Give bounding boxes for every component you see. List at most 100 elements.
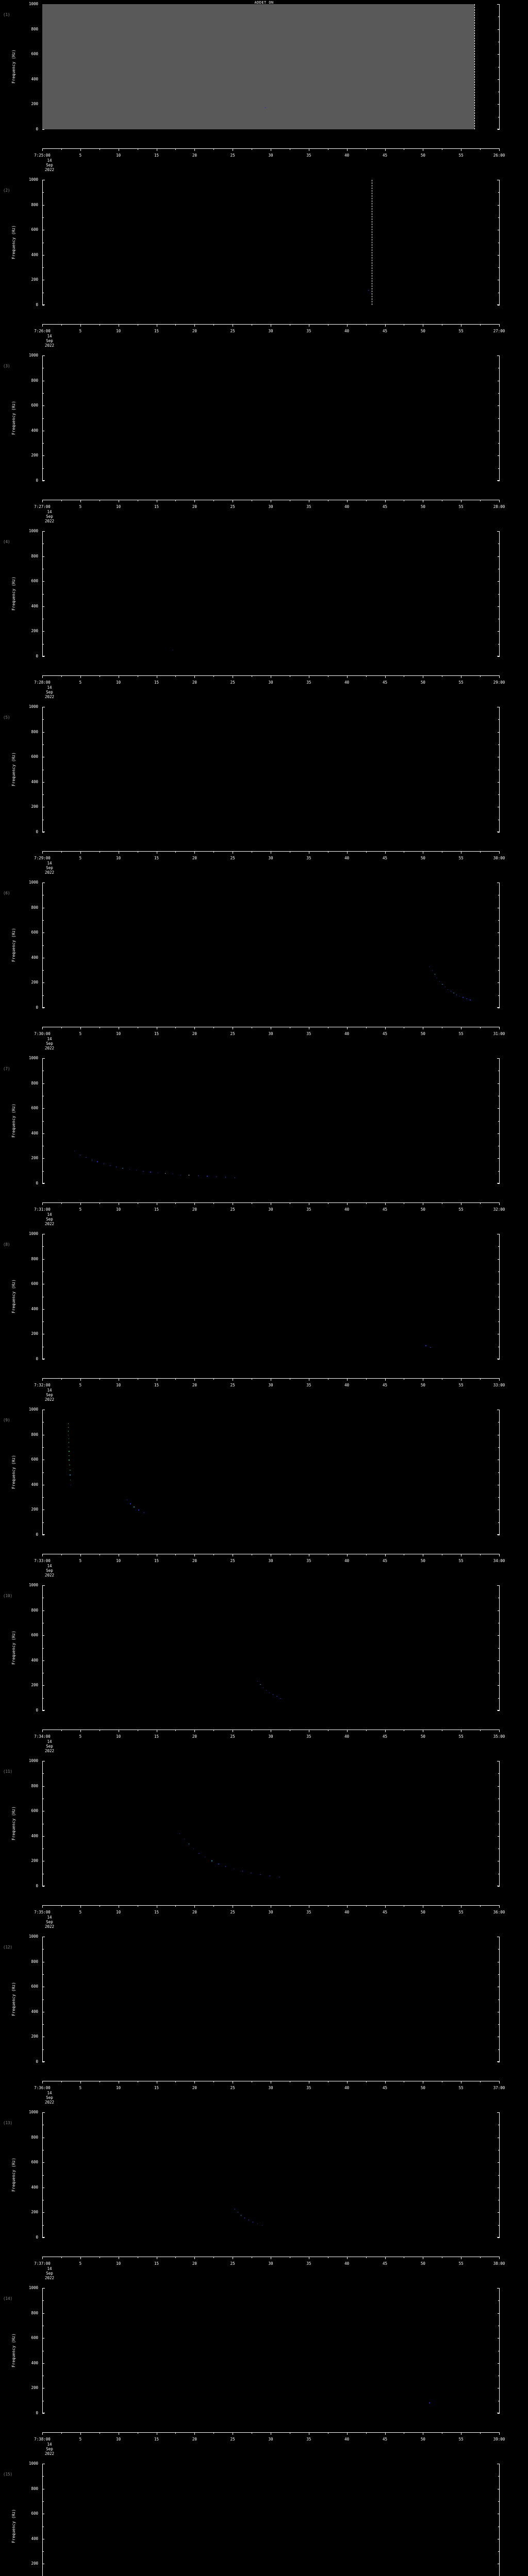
x-tick-label: 15 [154, 1734, 159, 1739]
x-tick-label: 50 [420, 1910, 425, 1914]
x-tick-label: 55 [458, 680, 464, 685]
plot-area[interactable] [42, 1058, 500, 1184]
x-tick-label: 35 [306, 1031, 311, 1036]
x-tick-label: 45 [382, 1910, 388, 1914]
x-tick-labels: 7:38:00 5 10 15 20 25 30 35 40 45 50 55 39:00 [0, 2437, 528, 2442]
x-tick [346, 1730, 348, 1732]
y-tick-minor [498, 794, 500, 795]
x-tick-label: 30:00 [493, 856, 505, 860]
x-tick-label: 7:33:00 [34, 1558, 51, 1563]
y-tick-label: 0 [36, 1357, 38, 1361]
x-tick-label: 30 [268, 1207, 273, 1212]
y-tick [42, 405, 44, 406]
x-tick [499, 851, 500, 854]
y-tick-minor [42, 2551, 44, 2552]
y-tick-minor [42, 1999, 44, 2000]
x-axis-date: 14 Sep 2022 [45, 158, 54, 172]
plot-area[interactable] [42, 707, 500, 833]
x-tick-label: 55 [458, 2437, 464, 2442]
plot-area[interactable] [42, 180, 500, 306]
plot-area[interactable] [42, 2288, 500, 2414]
x-tick-labels: 7:32:00 5 10 15 20 25 30 35 40 45 50 55 33:00 [0, 1383, 528, 1387]
plot-area[interactable] [42, 1761, 500, 1887]
spectrogram-panel: (9) Frequency (Hz) 1000 800 600 400 200 0 7:33:0… [0, 1408, 528, 1585]
plot-area[interactable] [42, 1410, 500, 1535]
x-tick-minor [61, 148, 62, 150]
x-tick-label: 25 [230, 1734, 235, 1739]
y-tick [498, 255, 500, 256]
x-tick-minor [480, 675, 481, 677]
y-tick-label: 400 [31, 1833, 38, 1838]
x-axis [42, 500, 500, 503]
x-tick-labels: 7:25:00 5 10 15 20 25 30 35 40 45 50 55 26:00 [0, 153, 528, 158]
y-tick-label: 1000 [28, 2285, 38, 2290]
y-tick-minor [42, 995, 44, 996]
y-tick-labels: 1000 800 600 400 200 0 [0, 1935, 40, 2064]
x-tick-label: 25 [230, 504, 235, 509]
y-tick-label: 800 [31, 1959, 38, 1964]
panel-number: (9) [3, 1418, 10, 1422]
y-tick-minor [42, 2300, 44, 2301]
detection-point [456, 994, 457, 995]
y-tick-minor [42, 1773, 44, 1774]
plot-area[interactable] [42, 883, 500, 1008]
plot-area[interactable] [42, 1234, 500, 1360]
x-tick-label: 15 [154, 856, 159, 860]
x-tick [194, 324, 195, 327]
x-tick-label: 15 [154, 1383, 159, 1387]
x-axis [42, 1202, 500, 1206]
y-tick-minor [42, 267, 44, 268]
y-tick-minor [42, 2476, 44, 2477]
plot-area[interactable] [42, 355, 500, 481]
x-tick-minor [366, 1378, 367, 1380]
plot-area[interactable] [42, 531, 500, 657]
x-tick-label: 30 [268, 2086, 273, 2090]
x-tick-label: 20 [192, 2086, 197, 2090]
x-tick [499, 1905, 500, 1908]
x-tick-minor [175, 1730, 176, 1731]
y-tick [498, 355, 500, 356]
detection-point [197, 1175, 199, 1176]
y-tick [498, 2112, 500, 2113]
x-tick-label: 45 [382, 153, 388, 158]
x-tick-minor [61, 2081, 62, 2082]
panel-number: (15) [3, 2472, 13, 2477]
plot-area[interactable] [42, 1585, 500, 1711]
y-tick-label: 400 [31, 1306, 38, 1311]
x-tick-label: 7:37:00 [34, 2261, 51, 2266]
x-tick-minor [366, 148, 367, 150]
plot-area[interactable] [42, 4, 500, 130]
x-tick [499, 1202, 500, 1205]
y-tick-minor [498, 1472, 500, 1473]
y-tick [498, 1083, 500, 1084]
x-tick-minor [175, 324, 176, 326]
x-tick-label: 7:29:00 [34, 856, 51, 860]
date-line: 14 [47, 1739, 52, 1744]
date-line: 14 [47, 1037, 52, 1041]
x-tick-labels: 7:26:00 5 10 15 20 25 30 35 40 45 50 55 27:00 [0, 329, 528, 333]
x-tick-label: 5 [79, 1734, 82, 1739]
y-tick-label: 0 [36, 2411, 38, 2415]
detection-point [429, 2402, 430, 2403]
x-tick-label: 7:28:00 [34, 680, 51, 685]
plot-area[interactable] [42, 2464, 500, 2576]
y-tick [42, 2112, 44, 2113]
x-tick-labels: 7:29:00 5 10 15 20 25 30 35 40 45 50 55 30:00 [0, 856, 528, 860]
x-tick-label: 55 [458, 1910, 464, 1914]
spine-cap [497, 480, 500, 481]
x-tick-label: 50 [420, 856, 425, 860]
y-tick [42, 2288, 44, 2289]
x-tick-minor [213, 675, 214, 677]
y-tick [42, 656, 44, 657]
x-tick-label: 30 [268, 1031, 273, 1036]
x-tick-minor [61, 1554, 62, 1555]
date-line: Sep [46, 338, 53, 343]
x-tick [499, 2432, 500, 2435]
plot-area[interactable] [42, 2112, 500, 2238]
y-tick-label: 600 [31, 2160, 38, 2165]
x-tick [499, 675, 500, 678]
x-tick-label: 45 [382, 2437, 388, 2442]
x-tick-label: 25 [230, 1383, 235, 1387]
plot-area[interactable] [42, 1937, 500, 2062]
x-tick-minor [61, 1027, 62, 1028]
